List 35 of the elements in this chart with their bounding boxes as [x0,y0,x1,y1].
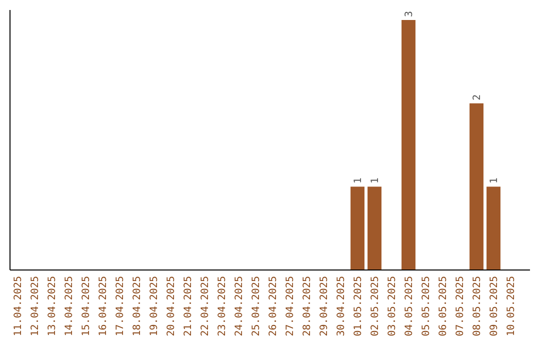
x-tick-label: 06.05.2025 [438,276,449,336]
x-tick-label: 30.04.2025 [336,276,347,336]
x-tick-label: 01.05.2025 [353,276,364,336]
x-tick-label: 15.04.2025 [81,276,92,336]
data-label: 1 [370,178,381,184]
x-tick-label: 08.05.2025 [472,276,483,336]
x-tick-label: 21.04.2025 [183,276,194,336]
x-tick-label: 29.04.2025 [319,276,330,336]
x-tick-label: 04.05.2025 [404,276,415,336]
x-tick-label: 05.05.2025 [421,276,432,336]
x-tick-label: 11.04.2025 [13,276,24,336]
x-tick-label: 19.04.2025 [149,276,160,336]
x-tick-label: 27.04.2025 [285,276,296,336]
data-label: 2 [472,94,483,100]
x-tick-label: 18.04.2025 [132,276,143,336]
x-tick-label: 10.05.2025 [506,276,517,336]
x-tick-label: 24.04.2025 [234,276,245,336]
x-tick-label: 25.04.2025 [251,276,262,336]
x-tick-label: 12.04.2025 [30,276,41,336]
x-tick-label: 28.04.2025 [302,276,313,336]
data-label: 1 [489,178,500,184]
x-tick-label: 07.05.2025 [455,276,466,336]
x-tick-label: 02.05.2025 [370,276,381,336]
x-tick-label: 14.04.2025 [64,276,75,336]
x-tick-label: 13.04.2025 [47,276,58,336]
x-tick-label: 16.04.2025 [98,276,109,336]
data-label: 1 [353,178,364,184]
x-tick-label: 23.04.2025 [217,276,228,336]
x-tick-label: 17.04.2025 [115,276,126,336]
x-tick-label: 03.05.2025 [387,276,398,336]
x-tick-label: 22.04.2025 [200,276,211,336]
x-tick-label: 09.05.2025 [489,276,500,336]
x-tick-label: 26.04.2025 [268,276,279,336]
x-tick-label: 20.04.2025 [166,276,177,336]
data-label: 3 [404,10,415,17]
